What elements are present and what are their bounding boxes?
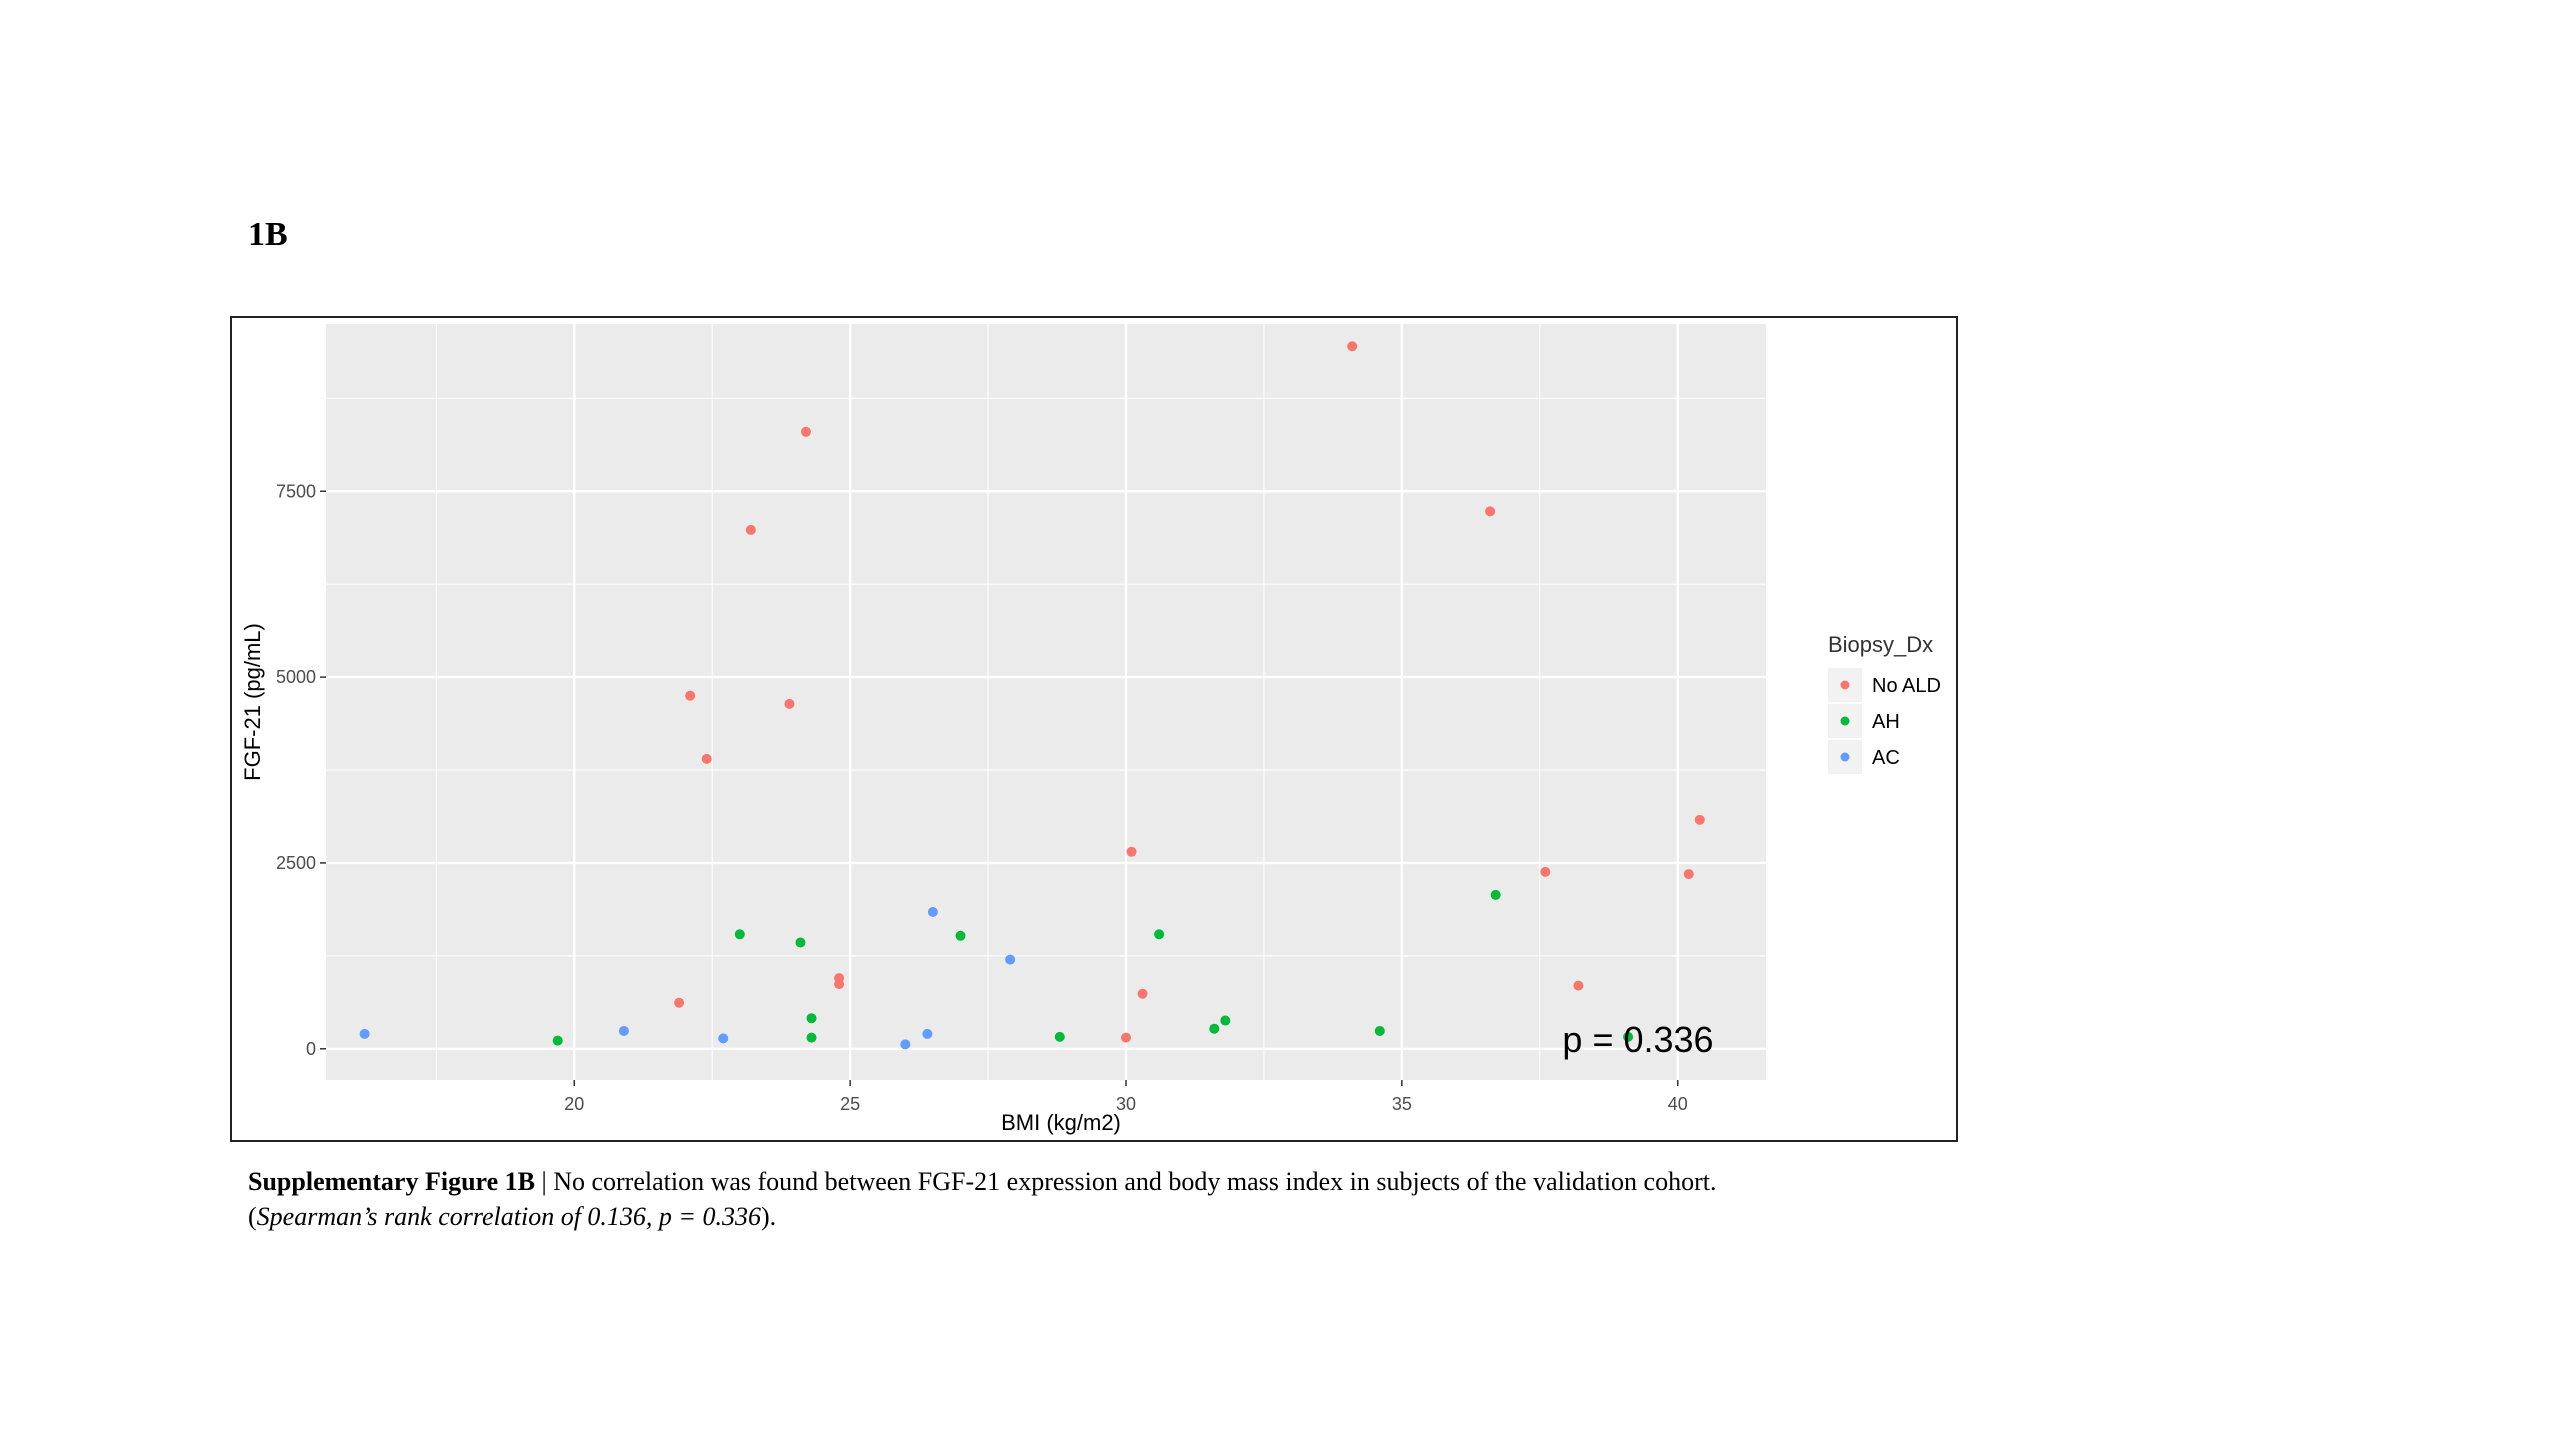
point-ac: [618, 1025, 629, 1036]
x-tick-label: 20: [564, 1094, 584, 1114]
caption-stat: Spearman’s rank correlation of 0.136, p …: [256, 1202, 761, 1231]
point-no-ald: [1347, 341, 1358, 352]
x-tick-label: 25: [840, 1094, 860, 1114]
caption-lead: Supplementary Figure 1B: [248, 1167, 535, 1196]
point-ah: [1220, 1015, 1231, 1026]
point-no-ald: [701, 753, 712, 764]
point-no-ald: [1694, 814, 1705, 825]
x-tick-label: 40: [1668, 1094, 1688, 1114]
y-tick-label: 2500: [276, 853, 316, 873]
legend-label-ac: AC: [1872, 747, 1900, 769]
point-ah: [1054, 1031, 1065, 1042]
point-ah: [734, 929, 745, 940]
point-no-ald: [685, 690, 696, 701]
p-value-annotation: p = 0.336: [1562, 1019, 1713, 1060]
point-ah: [1154, 929, 1165, 940]
point-ah: [1374, 1025, 1385, 1036]
point-ah: [795, 937, 806, 948]
y-tick-label: 0: [306, 1039, 316, 1059]
y-tick-label: 7500: [276, 481, 316, 501]
legend-symbol-no-ald: [1840, 680, 1850, 690]
data-points: [359, 341, 1705, 1050]
scatter-chart: 20 25 30 35 40 0 2500 5000 7500 BMI (kg/m2) FGF-…: [240, 324, 1941, 1135]
axes: 20 25 30 35 40 0 2500 5000 7500: [276, 481, 1688, 1114]
x-tick-label: 35: [1392, 1094, 1412, 1114]
grid-lines: [326, 324, 1766, 1080]
point-no-ald: [1540, 866, 1551, 877]
point-ah: [806, 1032, 817, 1043]
panel-label: 1B: [248, 216, 288, 253]
figure-frame: 20 25 30 35 40 0 2500 5000 7500 BMI (kg/m2) FGF-…: [230, 316, 1958, 1142]
point-ah: [955, 930, 966, 941]
point-no-ald: [1683, 869, 1694, 880]
point-no-ald: [1485, 506, 1496, 517]
point-no-ald: [1126, 846, 1137, 857]
legend: Biopsy_Dx No ALD AH AC: [1828, 632, 1941, 774]
point-ah: [1490, 889, 1501, 900]
x-tick-label: 30: [1116, 1094, 1136, 1114]
legend-label-no-ald: No ALD: [1872, 675, 1941, 697]
point-ah: [552, 1035, 563, 1046]
point-ah: [1623, 1031, 1634, 1042]
point-ah: [1209, 1023, 1220, 1034]
legend-title: Biopsy_Dx: [1828, 632, 1933, 657]
point-ac: [900, 1039, 911, 1050]
caption-paren-open: (: [248, 1202, 257, 1231]
point-no-ald: [1573, 980, 1584, 991]
figure-caption: Supplementary Figure 1B | No correlation…: [248, 1164, 2008, 1234]
point-ac: [927, 907, 938, 917]
x-axis-label: BMI (kg/m2): [1001, 1110, 1121, 1135]
point-no-ald: [674, 997, 685, 1008]
point-no-ald: [784, 698, 795, 709]
point-no-ald: [801, 426, 811, 437]
point-ac: [718, 1033, 729, 1044]
legend-symbol-ah: [1840, 716, 1850, 726]
point-no-ald: [1137, 988, 1148, 999]
caption-separator: |: [534, 1167, 554, 1196]
caption-paren-close: ).: [760, 1202, 777, 1231]
plot-panel: [326, 324, 1766, 1080]
y-axis-label: FGF-21 (pg/mL): [240, 623, 265, 781]
point-ah: [806, 1013, 817, 1024]
point-ac: [359, 1028, 370, 1039]
point-no-ald: [1121, 1032, 1131, 1043]
point-ac: [922, 1028, 933, 1039]
legend-symbol-ac: [1840, 752, 1850, 762]
point-ac: [1005, 954, 1016, 965]
caption-body: No correlation was found between FGF-21 …: [553, 1167, 1717, 1196]
y-tick-label: 5000: [276, 667, 316, 687]
legend-label-ah: AH: [1872, 711, 1900, 733]
point-no-ald: [745, 524, 756, 535]
point-no-ald: [834, 979, 845, 990]
